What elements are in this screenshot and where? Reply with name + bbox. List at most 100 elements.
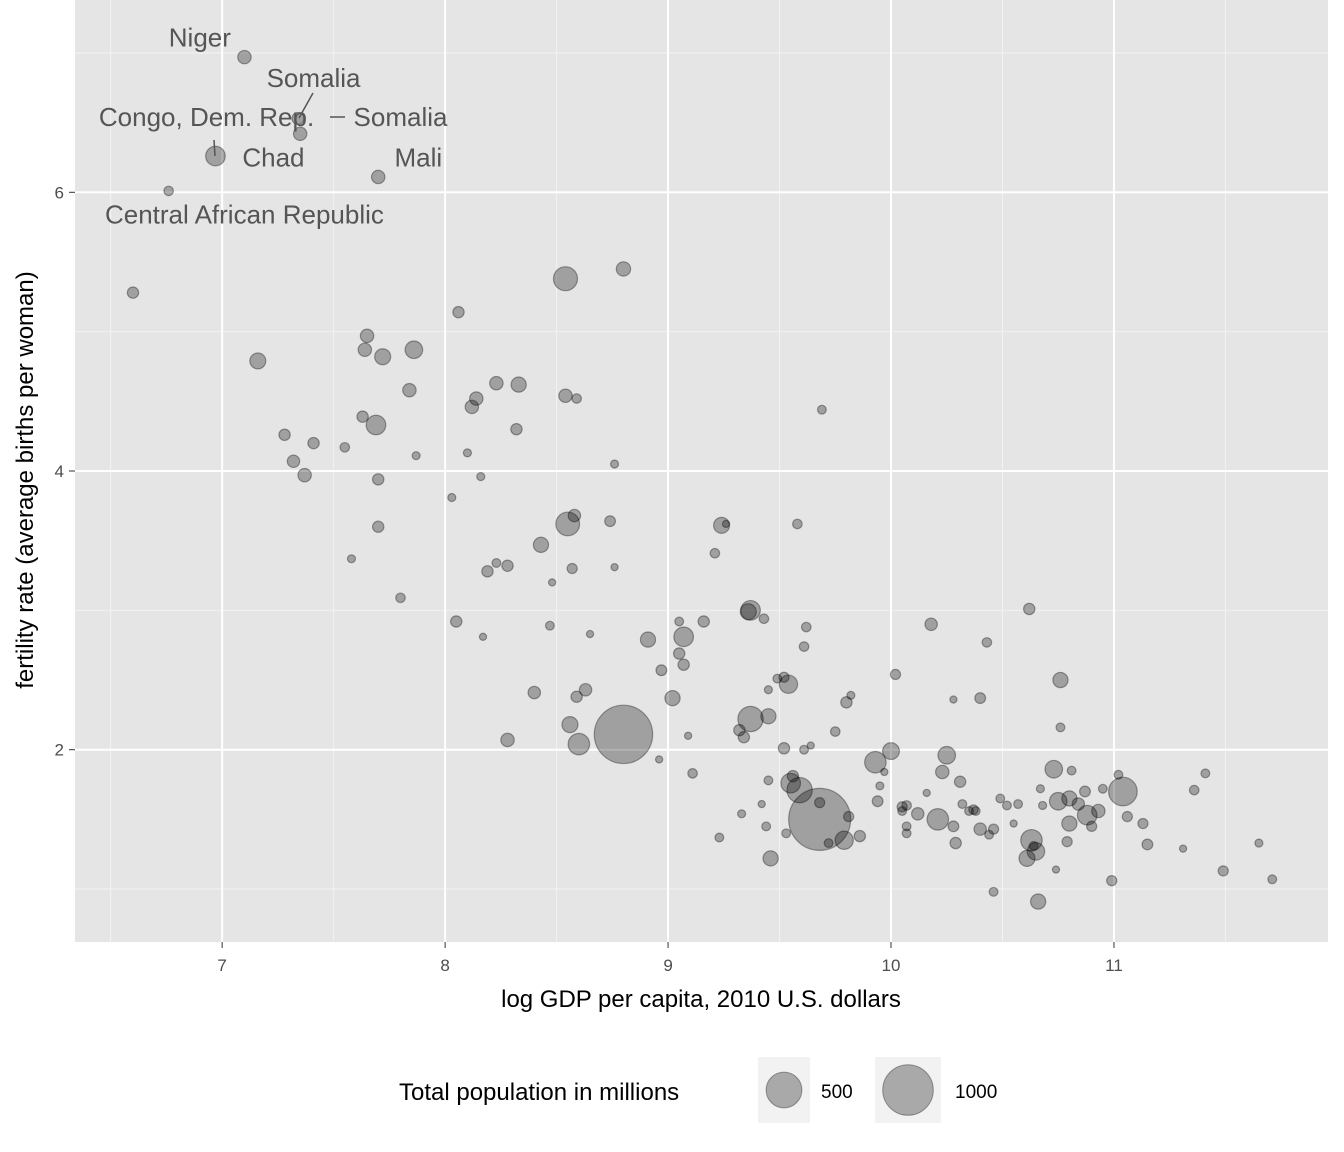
country-label: Chad [242, 142, 304, 172]
data-point [712, 516, 731, 534]
data-point [846, 690, 856, 700]
data-point [1028, 840, 1039, 851]
data-point [371, 473, 385, 486]
data-point [500, 732, 515, 748]
data-point [411, 451, 421, 461]
legend-key-bg [758, 1057, 810, 1123]
data-point [447, 492, 457, 503]
country-label: Niger [169, 23, 231, 53]
data-point [1048, 791, 1068, 811]
data-point [1061, 836, 1073, 848]
data-point [654, 755, 664, 764]
data-point [800, 621, 812, 633]
data-point [677, 658, 690, 671]
data-point [875, 781, 885, 791]
data-point [981, 637, 993, 648]
data-point [570, 690, 583, 704]
data-point [510, 422, 523, 436]
data-point [987, 823, 1000, 835]
data-point [1029, 893, 1047, 910]
data-point [1188, 784, 1200, 796]
x-tick-label: 8 [440, 956, 449, 975]
data-point [609, 459, 620, 469]
data-point [737, 705, 764, 733]
data-point [639, 631, 657, 648]
data-point [780, 772, 802, 794]
data-point [984, 829, 995, 840]
data-point [1267, 874, 1278, 885]
data-point [1009, 819, 1018, 828]
data-point [814, 796, 826, 809]
data-point [1107, 776, 1138, 807]
data-point [1052, 671, 1069, 689]
data-point [697, 615, 710, 628]
data-point [532, 536, 550, 554]
data-point [816, 404, 827, 415]
data-point [973, 822, 987, 836]
data-point [664, 689, 681, 707]
data-point [798, 641, 810, 652]
data-point [934, 764, 950, 780]
data-point [995, 793, 1006, 804]
data-point [1001, 800, 1012, 811]
data-point [772, 673, 783, 684]
data-point [758, 613, 770, 625]
data-point [491, 557, 502, 568]
data-point [788, 787, 852, 851]
legend-label-500: 500 [821, 1082, 853, 1103]
data-point [249, 352, 267, 370]
data-point [949, 695, 958, 704]
data-point [871, 795, 884, 808]
data-point [278, 428, 291, 442]
y-tick-label: 6 [55, 183, 64, 202]
data-point [1200, 768, 1211, 779]
data-point [806, 741, 815, 750]
data-point [404, 340, 424, 360]
data-point [558, 388, 573, 404]
data-point [1121, 810, 1134, 823]
data-point [674, 616, 685, 627]
x-tick-label: 7 [217, 956, 226, 975]
data-point [947, 820, 960, 833]
data-point [1051, 865, 1061, 874]
data-point [840, 696, 853, 709]
data-point [297, 467, 312, 483]
annotations: Niger Somalia Congo, Dem. Rep. Somalia Chad M… [99, 23, 448, 230]
data-point [527, 685, 542, 700]
data-point [968, 804, 979, 815]
data-point [842, 810, 855, 823]
data-point [786, 776, 813, 804]
data-point [897, 806, 908, 816]
x-tick-label: 10 [882, 956, 901, 975]
data-point [655, 664, 668, 677]
data-point [544, 620, 555, 631]
data-point [449, 615, 463, 628]
data-point [761, 821, 772, 832]
data-point [481, 565, 494, 578]
data-point [371, 520, 385, 533]
data-point [740, 599, 761, 621]
data-point [1254, 838, 1264, 848]
data-point [709, 547, 721, 559]
data-point [757, 799, 766, 809]
data-point [307, 436, 320, 450]
data-point [561, 716, 579, 734]
data-point [778, 671, 790, 683]
data-point [889, 668, 902, 681]
data-point [737, 809, 747, 819]
data-point [476, 471, 486, 482]
data-point [937, 745, 957, 765]
x-axis-title: log GDP per capita, 2010 U.S. dollars [501, 986, 901, 1013]
data-point [489, 375, 504, 391]
x-tick-label: 11 [1105, 956, 1123, 975]
data-point [567, 508, 582, 523]
legend-title: Total population in millions [399, 1079, 679, 1106]
data-point [370, 169, 386, 185]
data-point [953, 775, 967, 789]
data-point [374, 348, 392, 366]
data-point [829, 726, 841, 737]
data-point [964, 806, 975, 816]
data-point [988, 886, 999, 897]
data-point [237, 49, 252, 65]
data-point [1026, 842, 1046, 861]
